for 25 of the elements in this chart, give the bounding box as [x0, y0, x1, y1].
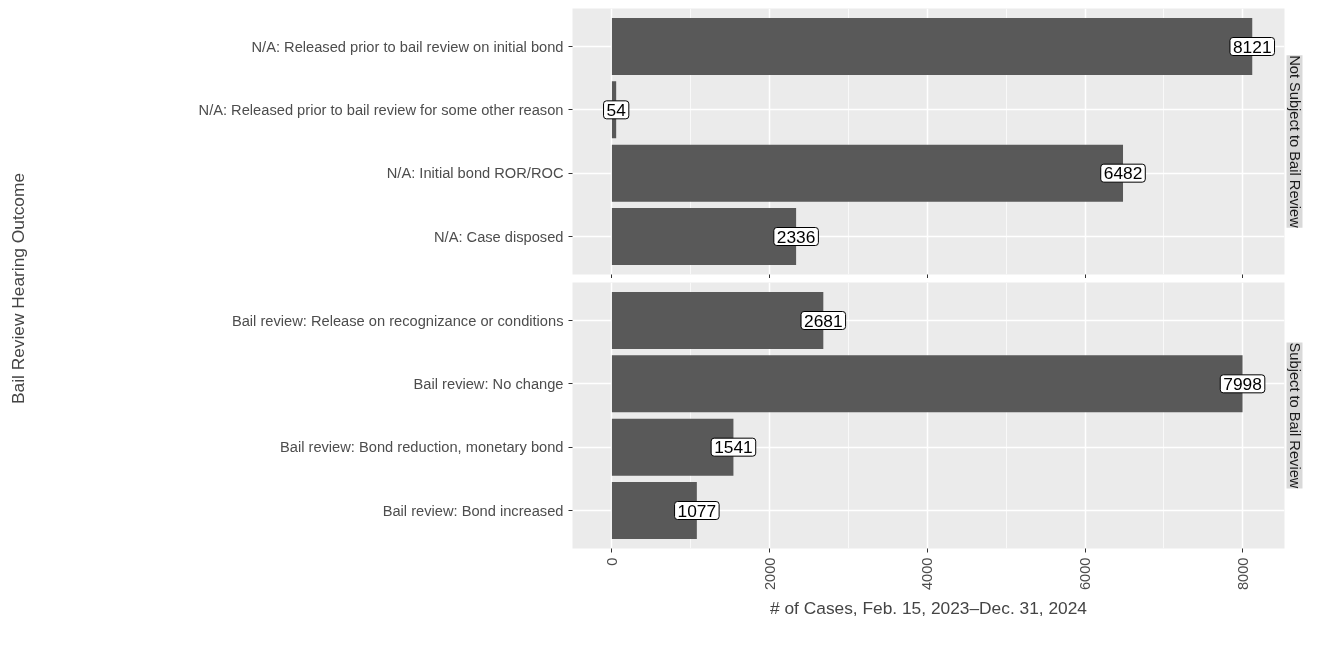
data-label: 7998: [1223, 373, 1262, 394]
text: Not Subject to Bail Review: [1286, 55, 1303, 229]
y-tick-label: N/A: Released prior to bail review for some other reason: [198, 101, 564, 118]
data-label: 6482: [1103, 163, 1143, 184]
data-label: 54: [606, 99, 627, 120]
data-label: 2681: [804, 310, 843, 331]
data-label: 2336: [776, 226, 816, 247]
y-tick-label: N/A: Case disposed: [433, 228, 564, 245]
x-tick-label: 6000: [1077, 557, 1094, 591]
x-axis-title: # of Cases, Feb. 15, 2023–Dec. 31, 2024: [770, 598, 1088, 619]
data-label: 1077: [677, 500, 717, 521]
x-tick-label: 4000: [919, 557, 936, 591]
x-tick-label: 0: [603, 557, 620, 566]
y-tick-label: Bail review: Bond increased: [382, 502, 564, 519]
y-axis-title: Bail Review Hearing Outcome: [7, 172, 28, 405]
y-tick-label: Bail review: Bond reduction, monetary bond: [279, 439, 564, 456]
y-tick-label: N/A: Initial bond ROR/ROC: [386, 165, 564, 182]
text: Subject to Bail Review: [1286, 342, 1303, 489]
y-tick-label: Bail review: No change: [413, 375, 564, 392]
y-tick-label: Bail review: Release on recognizance or conditions: [231, 312, 564, 329]
data-label: 1541: [714, 437, 753, 458]
x-tick-label: 2000: [761, 557, 778, 591]
x-tick-label: 8000: [1234, 557, 1251, 591]
data-label: 8121: [1232, 36, 1272, 57]
y-tick-label: N/A: Released prior to bail review on initial bond: [251, 38, 564, 55]
